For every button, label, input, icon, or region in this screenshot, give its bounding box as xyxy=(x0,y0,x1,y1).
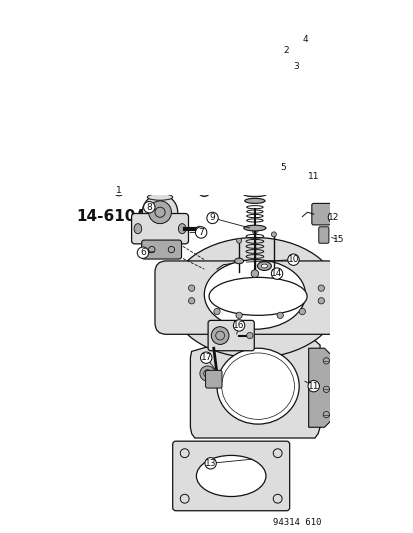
Circle shape xyxy=(332,234,344,245)
Text: 4: 4 xyxy=(302,35,308,44)
Text: 3: 3 xyxy=(292,62,298,71)
Ellipse shape xyxy=(237,174,265,188)
Circle shape xyxy=(235,312,242,319)
Ellipse shape xyxy=(169,238,339,358)
Ellipse shape xyxy=(242,190,267,197)
Text: 13: 13 xyxy=(204,459,216,468)
Circle shape xyxy=(211,327,228,344)
Text: 14-610A: 14-610A xyxy=(76,209,147,224)
Ellipse shape xyxy=(244,198,264,204)
Ellipse shape xyxy=(147,194,172,200)
Circle shape xyxy=(280,45,292,56)
Circle shape xyxy=(246,333,252,339)
Circle shape xyxy=(299,34,311,45)
Ellipse shape xyxy=(261,264,267,268)
Text: 11: 11 xyxy=(307,172,319,181)
Polygon shape xyxy=(190,333,319,438)
Text: 8: 8 xyxy=(146,203,152,212)
Ellipse shape xyxy=(243,225,265,231)
Circle shape xyxy=(276,312,282,319)
Circle shape xyxy=(188,297,195,304)
Circle shape xyxy=(287,254,299,265)
Circle shape xyxy=(200,352,211,364)
Circle shape xyxy=(204,458,216,469)
Circle shape xyxy=(142,195,177,230)
FancyBboxPatch shape xyxy=(141,240,181,259)
Circle shape xyxy=(317,285,324,292)
Text: 9: 9 xyxy=(209,213,215,222)
Circle shape xyxy=(199,366,214,381)
FancyBboxPatch shape xyxy=(172,441,289,511)
FancyBboxPatch shape xyxy=(208,320,254,351)
Ellipse shape xyxy=(242,174,261,181)
FancyBboxPatch shape xyxy=(318,227,328,243)
Circle shape xyxy=(328,212,339,223)
Text: 94314 610: 94314 610 xyxy=(272,518,320,527)
Circle shape xyxy=(196,226,202,232)
Ellipse shape xyxy=(204,260,305,329)
Circle shape xyxy=(195,227,206,238)
Text: 14: 14 xyxy=(271,269,282,278)
FancyBboxPatch shape xyxy=(205,370,221,388)
Ellipse shape xyxy=(216,348,299,424)
Circle shape xyxy=(236,238,241,243)
Text: 10: 10 xyxy=(287,255,299,264)
Circle shape xyxy=(323,386,329,392)
Circle shape xyxy=(206,212,218,224)
Text: 1: 1 xyxy=(116,185,121,195)
Circle shape xyxy=(323,411,329,418)
Text: 17: 17 xyxy=(200,353,211,362)
Circle shape xyxy=(299,309,305,314)
Ellipse shape xyxy=(134,224,141,234)
Circle shape xyxy=(271,232,276,237)
Ellipse shape xyxy=(234,258,243,264)
Text: 7: 7 xyxy=(198,228,204,237)
Circle shape xyxy=(137,247,148,259)
Polygon shape xyxy=(308,348,330,427)
Circle shape xyxy=(233,320,244,331)
Ellipse shape xyxy=(196,455,265,497)
Circle shape xyxy=(307,381,319,392)
Circle shape xyxy=(213,309,220,314)
Circle shape xyxy=(323,358,329,364)
Ellipse shape xyxy=(209,277,306,316)
FancyBboxPatch shape xyxy=(247,167,267,179)
Text: 6: 6 xyxy=(140,248,145,257)
Circle shape xyxy=(113,184,124,196)
Ellipse shape xyxy=(257,262,271,270)
FancyBboxPatch shape xyxy=(154,261,354,334)
Circle shape xyxy=(148,201,171,224)
Circle shape xyxy=(290,61,301,72)
Text: 15: 15 xyxy=(332,235,344,244)
Circle shape xyxy=(197,184,210,197)
Ellipse shape xyxy=(178,224,185,234)
Circle shape xyxy=(307,171,319,182)
Circle shape xyxy=(143,201,154,213)
Text: 5: 5 xyxy=(280,163,285,172)
Text: 2: 2 xyxy=(283,46,289,55)
FancyBboxPatch shape xyxy=(131,214,188,244)
FancyBboxPatch shape xyxy=(311,204,334,225)
Text: 12: 12 xyxy=(328,213,339,222)
Text: 16: 16 xyxy=(233,321,244,330)
Circle shape xyxy=(252,229,257,234)
Circle shape xyxy=(317,297,324,304)
Text: 11: 11 xyxy=(307,382,319,391)
Circle shape xyxy=(188,285,195,292)
Circle shape xyxy=(271,268,282,279)
Circle shape xyxy=(251,270,258,277)
Circle shape xyxy=(277,161,288,173)
